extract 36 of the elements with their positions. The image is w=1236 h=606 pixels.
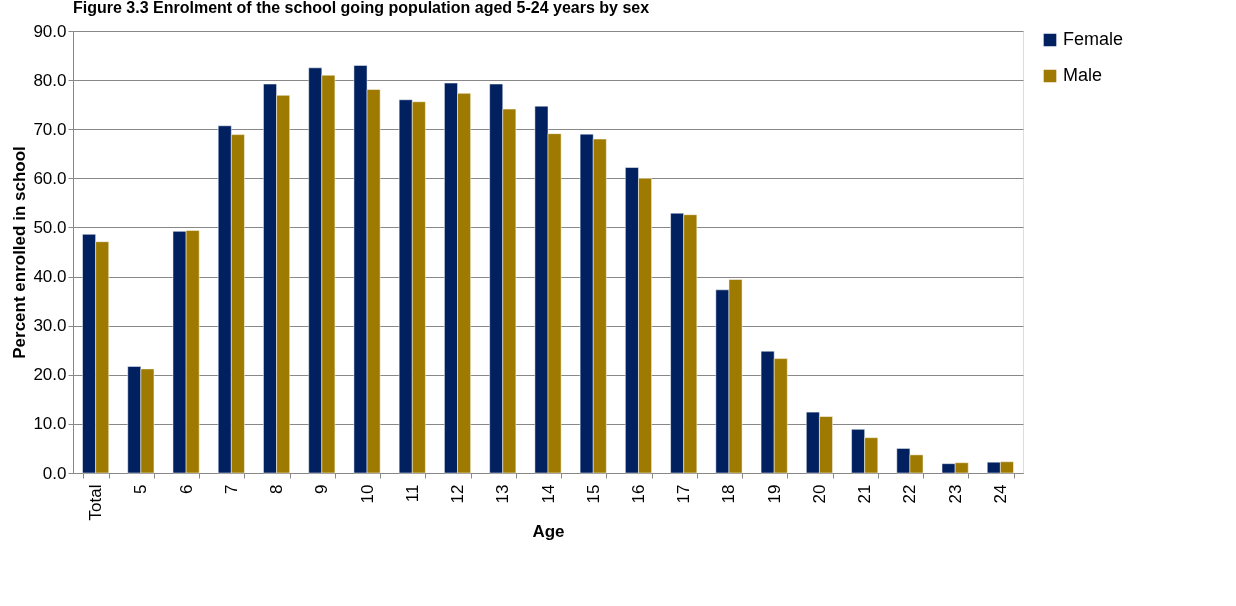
y-tick-label: 10.0: [33, 414, 67, 434]
x-tick-label: 20: [809, 484, 829, 504]
x-tick-label: 19: [764, 484, 784, 504]
legend-label: Female: [1063, 29, 1124, 49]
y-tick-label: 70.0: [33, 119, 67, 139]
y-tick-label: 0.0: [42, 463, 67, 483]
x-tick-label: 12: [448, 484, 468, 504]
chart-title: Figure 3.3 Enrolment of the school going population aged 5-24 years by sex: [73, 0, 650, 16]
x-tick-label: 14: [538, 484, 558, 504]
x-tick-label: 10: [357, 484, 377, 504]
x-tick-label: 21: [855, 484, 875, 504]
x-tick-label: 16: [628, 484, 648, 504]
y-tick-label: 60.0: [33, 168, 67, 188]
x-tick-label: 5: [131, 484, 151, 494]
x-tick-label: 15: [583, 484, 603, 504]
legend-label: Male: [1063, 65, 1103, 85]
y-tick-label: 50.0: [33, 217, 67, 237]
y-tick-label: 40.0: [33, 267, 67, 287]
x-tick-label: 6: [176, 484, 196, 494]
y-tick-label: 80.0: [33, 70, 67, 90]
x-tick-label: 7: [221, 484, 241, 494]
y-tick-label: 90.0: [33, 21, 67, 41]
x-tick-label: 11: [402, 484, 422, 503]
x-tick-label: 13: [493, 484, 513, 504]
y-tick-label: 20.0: [33, 365, 67, 385]
x-tick-label: 24: [990, 484, 1010, 504]
y-tick-label: 30.0: [33, 316, 67, 336]
x-tick-label: 8: [267, 484, 287, 494]
x-tick-label: 17: [674, 484, 694, 504]
y-axis-title: Percent enrolled in school: [10, 146, 30, 359]
x-tick-label: Total: [86, 484, 106, 521]
x-tick-label: 18: [719, 484, 739, 504]
x-axis-title: Age: [532, 522, 565, 542]
x-tick-label: 9: [312, 484, 332, 494]
x-tick-label: 22: [900, 484, 920, 504]
x-tick-label: 23: [945, 484, 965, 504]
